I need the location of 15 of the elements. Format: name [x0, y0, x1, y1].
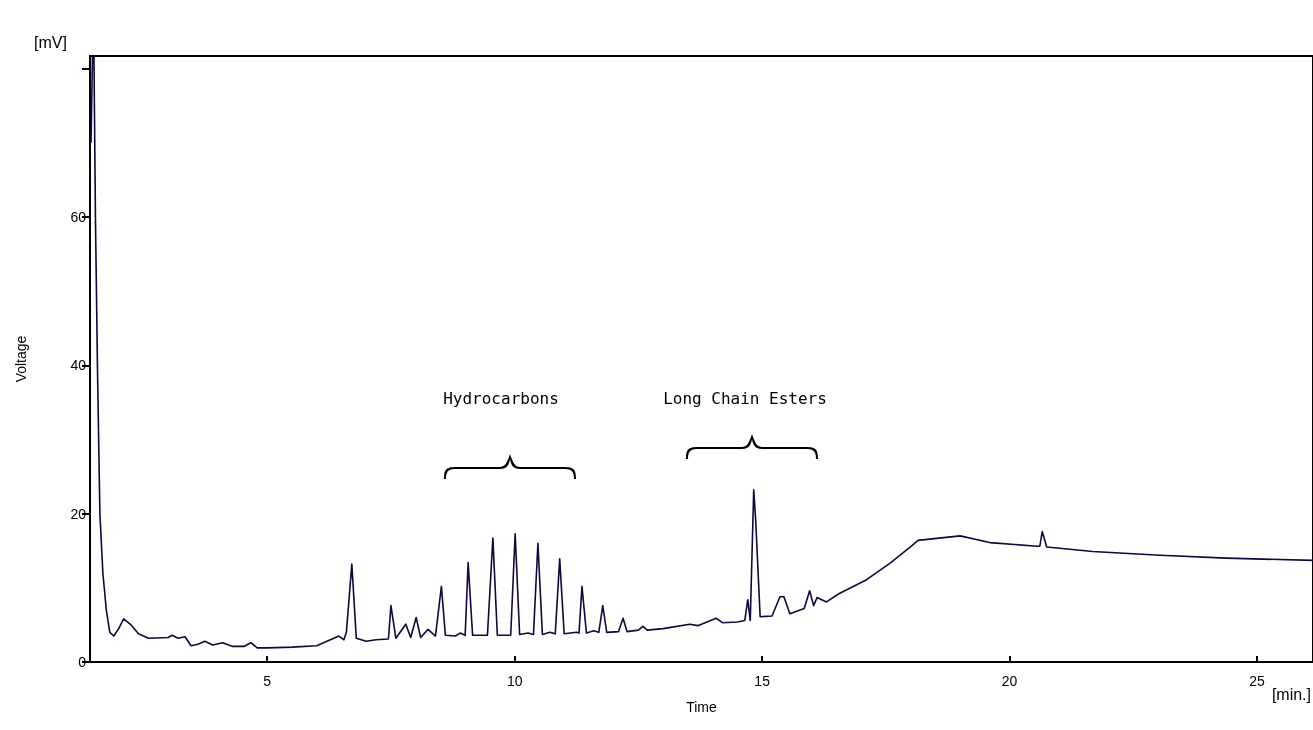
y-tick-label: 20 [70, 505, 87, 522]
x-tick-label: 15 [754, 673, 771, 689]
line-series [90, 56, 1313, 649]
text: [min.] [1271, 685, 1312, 703]
y-tick-label: 40 [70, 357, 87, 374]
text: [mV] [34, 33, 67, 51]
annotation: Long Chain Esters [663, 388, 827, 408]
x-tick-label: 10 [506, 673, 523, 689]
x-tick-label: 20 [1001, 673, 1018, 689]
annotation: Hydrocarbons [443, 388, 559, 408]
y-tick-label: 60 [70, 208, 87, 225]
x-tick-label: 25 [1249, 673, 1266, 689]
x-tick-label: 5 [263, 673, 272, 689]
y-axis-title: Voltage [13, 335, 29, 383]
x-axis-title: Time [686, 699, 718, 715]
